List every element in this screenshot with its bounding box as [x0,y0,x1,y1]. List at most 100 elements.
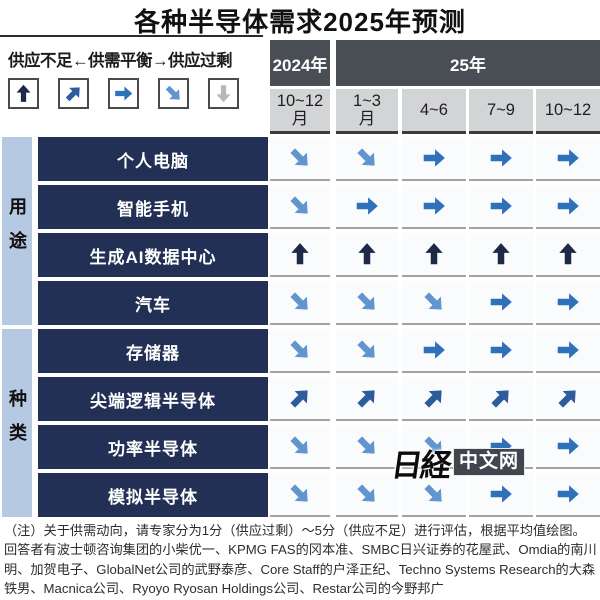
cell-arrow-down-right [336,281,398,325]
arrow-up-right-icon [65,87,80,102]
arrow-right-icon [557,149,579,167]
arrow-down-icon [216,85,231,103]
row-label: 尖端逻辑半导体 [38,377,268,421]
row-label: 个人电脑 [38,137,268,181]
cell-arrow-down-right [402,473,466,517]
footnote: （注）关于供需动向，请专家分为1分（供应过剩）～5分（供应不足）进行评估，根据平… [4,523,597,596]
cell-arrow-up-right [469,377,533,421]
row-label: 汽车 [38,281,268,325]
cell-arrow-down-right [270,185,330,229]
cell-arrow-right [536,425,600,469]
arrow-down-right-icon [290,436,308,454]
arrow-up-right-icon [424,390,442,408]
arrow-right-icon [557,485,579,503]
cell-arrow-up [469,233,533,277]
table-row: 个人电脑 [0,137,600,181]
cell-arrow-down-right [402,281,466,325]
legend-arrow-shortage-leaning [58,78,89,109]
arrow-right-icon [557,293,579,311]
nikkei-watermark: 日経 中文网 [389,446,526,484]
arrow-down-right-icon [357,148,375,166]
arrow-right-icon [557,341,579,359]
arrow-right-icon [423,149,445,167]
arrow-up-icon [559,243,577,265]
arrow-down-right-icon [290,196,308,214]
legend-scale-label: 供应不足←供需平衡→供应过剩 [8,52,233,70]
row-label: 存储器 [38,329,268,373]
column-header-2024: 2024年 [270,40,330,86]
arrow-down-right-icon [165,85,180,100]
arrow-right-icon [557,437,579,455]
quarter-header-4: 10~12 [536,89,600,134]
cell-arrow-up [336,233,398,277]
arrow-up-right-icon [558,390,576,408]
arrow-up-icon [291,243,309,265]
cell-arrow-down-right [336,425,398,469]
arrow-up-right-icon [357,390,375,408]
quarter-header-1: 1~3 月 [336,89,398,134]
cell-arrow-down-right [270,473,330,517]
arrow-up-right-icon [491,390,509,408]
row-group-use: 用途 [2,137,32,325]
row-label: 智能手机 [38,185,268,229]
cell-arrow-up-right [536,377,600,421]
arrow-down-right-icon [357,340,375,358]
cell-arrow-right [469,281,533,325]
quarter-header-2: 4~6 [402,89,466,134]
cell-arrow-right [536,473,600,517]
cell-arrow-up [402,233,466,277]
table-row: 存储器 [0,329,600,373]
nikkei-chinese-web-badge: 中文网 [453,448,526,476]
legend-arrow-supply-surplus [208,78,239,109]
arrow-right-icon [423,341,445,359]
arrow-right-icon [490,485,512,503]
row-label: 生成AI数据中心 [38,233,268,277]
cell-arrow-up-right [336,377,398,421]
legend-arrow-surplus-leaning [158,78,189,109]
table-row: 模拟半导体 [0,473,600,517]
arrow-up-icon [16,84,31,102]
arrow-down-right-icon [424,436,442,454]
arrow-right-icon [490,197,512,215]
row-label: 功率半导体 [38,425,268,469]
cell-arrow-right [402,137,466,181]
arrow-up-icon [492,243,510,265]
cell-arrow-down-right [336,329,398,373]
column-header-2025: 25年 [336,40,600,86]
table-row: 智能手机 [0,185,600,229]
cell-arrow-down-right [402,425,466,469]
nikkei-logo: 日経 [388,447,453,484]
table-row: 尖端逻辑半导体 [0,377,600,421]
row-group-type: 种类 [2,329,32,517]
cell-arrow-down-right [270,281,330,325]
row-group-type-label: 种类 [7,389,27,457]
arrow-right-icon [490,293,512,311]
cell-arrow-right [536,185,600,229]
quarter-header-0: 10~12 月 [270,89,330,134]
arrow-down-right-icon [290,148,308,166]
arrow-down-right-icon [290,340,308,358]
quarter-header-3: 7~9 [469,89,533,134]
cell-arrow-down-right [336,473,398,517]
arrow-down-right-icon [357,292,375,310]
cell-arrow-down-right [270,137,330,181]
cell-arrow-down-right [336,137,398,181]
page-title: 各种半导体需求2025年预测 [134,7,466,37]
row-group-use-label: 用途 [7,197,27,265]
table-row: 生成AI数据中心 [0,233,600,277]
arrow-right-icon [490,341,512,359]
legend-arrow-supply-shortage [8,78,39,109]
arrow-up-icon [358,243,376,265]
arrow-up-right-icon [290,390,308,408]
legend-scale [8,78,239,109]
cell-arrow-right [469,329,533,373]
cell-arrow-right [469,473,533,517]
legend-arrow-balanced [108,78,139,109]
arrow-down-right-icon [290,292,308,310]
table-row: 汽车 [0,281,600,325]
cell-arrow-up-right [402,377,466,421]
arrow-right-icon [557,197,579,215]
cell-arrow-right [402,185,466,229]
arrow-down-right-icon [357,436,375,454]
